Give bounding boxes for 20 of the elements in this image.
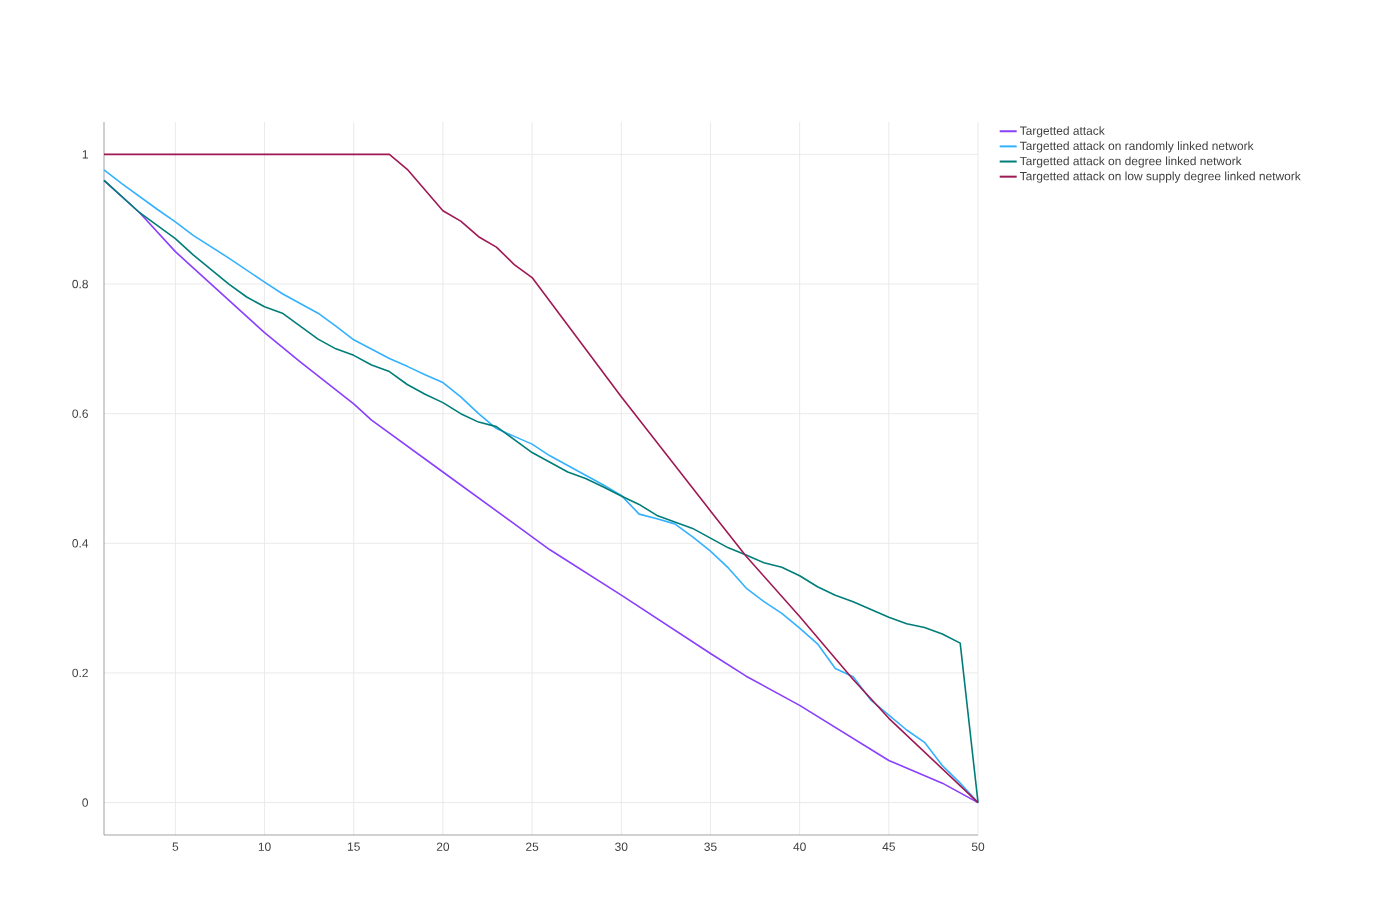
legend-label: Targetted attack	[1019, 126, 1105, 138]
legend-label: Targetted attack on randomly linked network	[1019, 141, 1254, 153]
x-tick-label: 5	[172, 842, 179, 851]
y-tick-label: 0.4	[72, 539, 89, 548]
x-tick-label: 35	[704, 842, 717, 851]
x-tick-label: 50	[971, 842, 985, 851]
y-tick-label: 0.2	[72, 668, 88, 678]
x-tick-label: 10	[258, 842, 271, 851]
y-tick-label: 0.8	[72, 279, 88, 289]
x-tick-label: 20	[436, 842, 450, 851]
x-tick-label: 30	[615, 842, 628, 851]
x-tick-label: 40	[793, 842, 806, 851]
legend-label: Targetted attack on degree linked network	[1019, 156, 1242, 168]
y-tick-label: 1	[82, 150, 88, 159]
x-tick-label: 25	[526, 842, 539, 851]
legend-label: Targetted attack on low supply degree linked network	[1019, 171, 1301, 183]
y-tick-label: 0	[82, 798, 89, 807]
x-tick-label: 45	[882, 842, 895, 851]
y-tick-label: 0.6	[72, 409, 88, 418]
x-tick-label: 15	[347, 842, 360, 851]
